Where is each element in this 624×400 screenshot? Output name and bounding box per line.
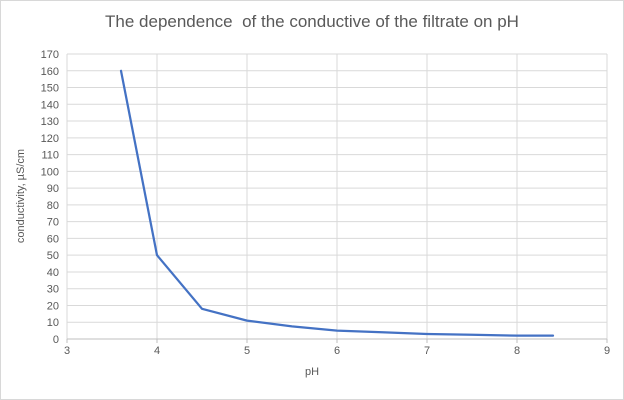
y-tick-label: 100 [41, 166, 59, 178]
x-axis-title: pH [304, 366, 320, 378]
chart-title: The dependence of the conductive of the … [105, 12, 519, 31]
y-tick-label: 140 [41, 99, 59, 111]
y-tick-label: 10 [47, 317, 59, 329]
x-tick-label: 5 [244, 345, 250, 357]
y-tick-label: 20 [47, 300, 59, 312]
y-tick-label: 0 [53, 334, 59, 346]
x-tick-label: 3 [64, 345, 70, 357]
y-tick-label: 40 [47, 267, 59, 279]
data-series-line [119, 69, 555, 337]
y-tick-label: 50 [47, 250, 59, 262]
x-tick-label: 6 [334, 345, 340, 357]
y-tick-label: 150 [41, 83, 59, 95]
y-tick-label: 70 [47, 217, 59, 229]
y-tick-label: 110 [41, 150, 59, 162]
y-tick-label: 90 [47, 183, 59, 195]
x-tick-label: 4 [154, 345, 160, 357]
y-tick-label: 130 [41, 116, 59, 128]
y-tick-label: 30 [47, 284, 59, 296]
y-tick-label: 120 [41, 133, 59, 145]
y-tick-label: 160 [41, 66, 59, 78]
x-tick-label: 9 [604, 345, 610, 357]
y-tick-label: 80 [47, 200, 59, 212]
y-tick-label: 170 [41, 49, 59, 61]
x-tick-label: 7 [424, 345, 430, 357]
y-tick-label: 60 [47, 233, 59, 245]
x-tick-label: 8 [514, 345, 520, 357]
